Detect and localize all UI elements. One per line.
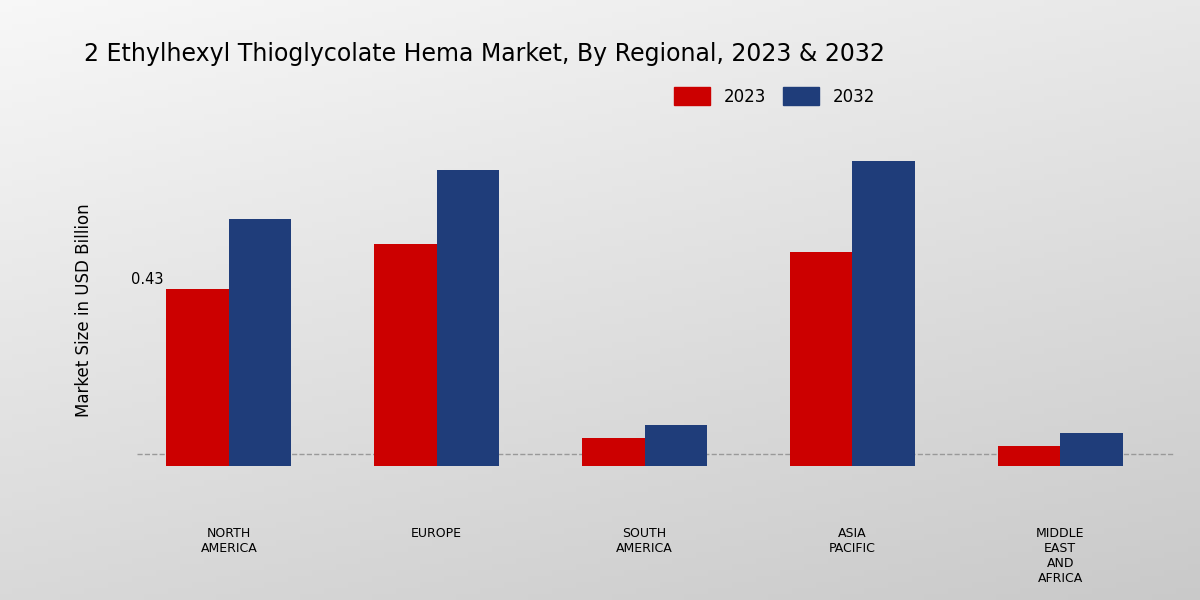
Bar xyxy=(437,170,499,466)
Text: 0.43: 0.43 xyxy=(131,272,163,287)
Bar xyxy=(167,289,229,466)
Bar xyxy=(1061,433,1123,466)
Legend: 2023, 2032: 2023, 2032 xyxy=(665,79,883,115)
Bar xyxy=(374,244,437,466)
Bar xyxy=(582,437,644,466)
Bar xyxy=(998,446,1061,466)
Bar xyxy=(229,219,292,466)
Y-axis label: Market Size in USD Billion: Market Size in USD Billion xyxy=(74,203,94,416)
Bar xyxy=(852,161,914,466)
Text: 2 Ethylhexyl Thioglycolate Hema Market, By Regional, 2023 & 2032: 2 Ethylhexyl Thioglycolate Hema Market, … xyxy=(84,42,884,66)
Bar xyxy=(644,425,707,466)
Bar xyxy=(790,252,852,466)
